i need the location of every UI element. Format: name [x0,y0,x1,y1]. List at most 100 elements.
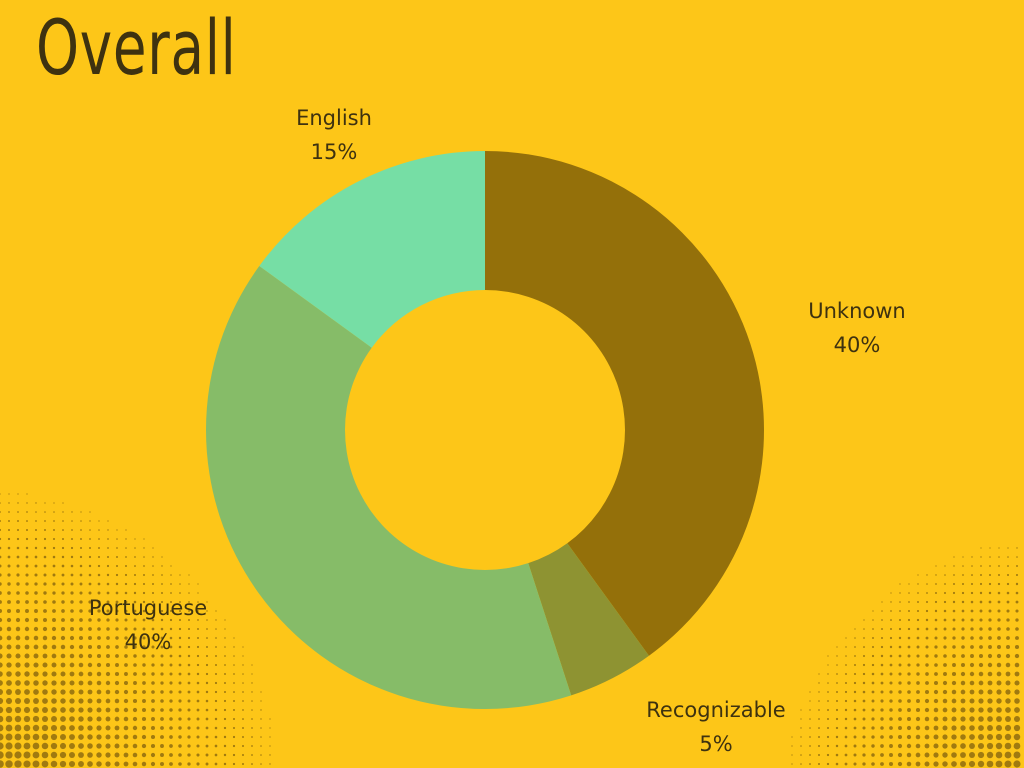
halftone-dot [898,636,902,640]
halftone-dot [206,610,208,612]
halftone-dot [87,644,93,650]
halftone-dot [6,644,12,650]
halftone-dot [962,574,964,576]
halftone-dot [995,751,1003,759]
halftone-dot [16,555,20,559]
halftone-dot [251,736,253,738]
halftone-dot [908,601,910,603]
halftone-dot [25,537,29,541]
halftone-dot [925,609,929,613]
halftone-dot [251,754,253,756]
halftone-dot [1013,724,1021,732]
halftone-dot [989,547,991,549]
halftone-dot [23,715,31,723]
halftone-dot [115,663,119,667]
halftone-dot [8,520,10,522]
halftone-dot [969,662,975,668]
halftone-dot [33,635,39,641]
halftone-dot [889,663,893,667]
halftone-dot [854,655,856,657]
halftone-dot [995,724,1003,732]
halftone-dot [924,752,930,758]
halftone-dot [0,662,3,668]
halftone-dot [32,742,40,750]
halftone-dot [15,626,21,632]
halftone-dot [0,582,2,586]
halftone-dot [160,609,164,613]
halftone-dot [889,627,893,631]
halftone-dot [142,690,146,694]
halftone-dot [105,698,111,704]
halftone-dot [59,733,67,741]
halftone-dot [862,708,866,712]
halftone-dot [827,673,829,675]
halftone-dot [123,761,129,767]
halftone-dot [242,745,244,747]
halftone-dot [169,663,173,667]
halftone-dot [953,574,955,576]
halftone-dot [33,644,39,650]
halftone-dot [41,715,49,723]
halftone-dot [951,671,957,677]
halftone-dot [5,760,13,768]
halftone-dot [1006,591,1010,595]
halftone-dot [14,760,22,768]
halftone-dot [871,654,875,658]
halftone-dot [105,662,111,668]
halftone-dot [14,697,22,705]
halftone-dot [142,618,146,622]
halftone-dot [88,582,92,586]
halftone-dot [6,617,12,623]
halftone-dot [15,671,21,677]
halftone-dot [925,690,929,694]
halftone-dot [978,671,984,677]
slice-percent: 40% [124,630,172,654]
halftone-dot [124,654,128,658]
halftone-dot [889,717,893,721]
halftone-dot [916,672,920,676]
halftone-dot [187,681,191,685]
halftone-dot [215,619,217,621]
halftone-dot [161,592,163,594]
halftone-dot [151,609,155,613]
halftone-dot [7,591,11,595]
halftone-dot [989,574,991,576]
halftone-dot [61,573,65,577]
halftone-dot [87,725,93,731]
halftone-dot [1014,698,1020,704]
halftone-dot [971,565,973,567]
halftone-dot [871,735,875,739]
halftone-dot [988,645,992,649]
halftone-dot [151,618,155,622]
halftone-dot [69,680,75,686]
halftone-dot [242,646,244,648]
halftone-dot [178,690,182,694]
halftone-dot [124,609,128,613]
halftone-dot [953,556,955,558]
halftone-dot [1005,680,1011,686]
halftone-dot [232,744,236,748]
halftone-dot [0,555,2,559]
halftone-dot [169,699,173,703]
halftone-dot [169,645,173,649]
halftone-dot [60,662,66,668]
halftone-dot [187,708,191,712]
halftone-dot [986,733,994,741]
halftone-dot [233,691,235,693]
halftone-dot [43,609,47,613]
halftone-dot [925,672,929,676]
halftone-dot [970,591,974,595]
halftone-dot [980,556,982,558]
halftone-dot [52,555,56,559]
halftone-dot [800,745,802,747]
halftone-dot [880,744,884,748]
halftone-dot [60,707,66,713]
halftone-dot [89,529,91,531]
halftone-dot [853,762,857,766]
halftone-dot [61,600,65,604]
halftone-dot [953,583,955,585]
halftone-dot [115,654,119,658]
halftone-dot [205,708,209,712]
halftone-dot [59,742,67,750]
halftone-dot [69,734,75,740]
